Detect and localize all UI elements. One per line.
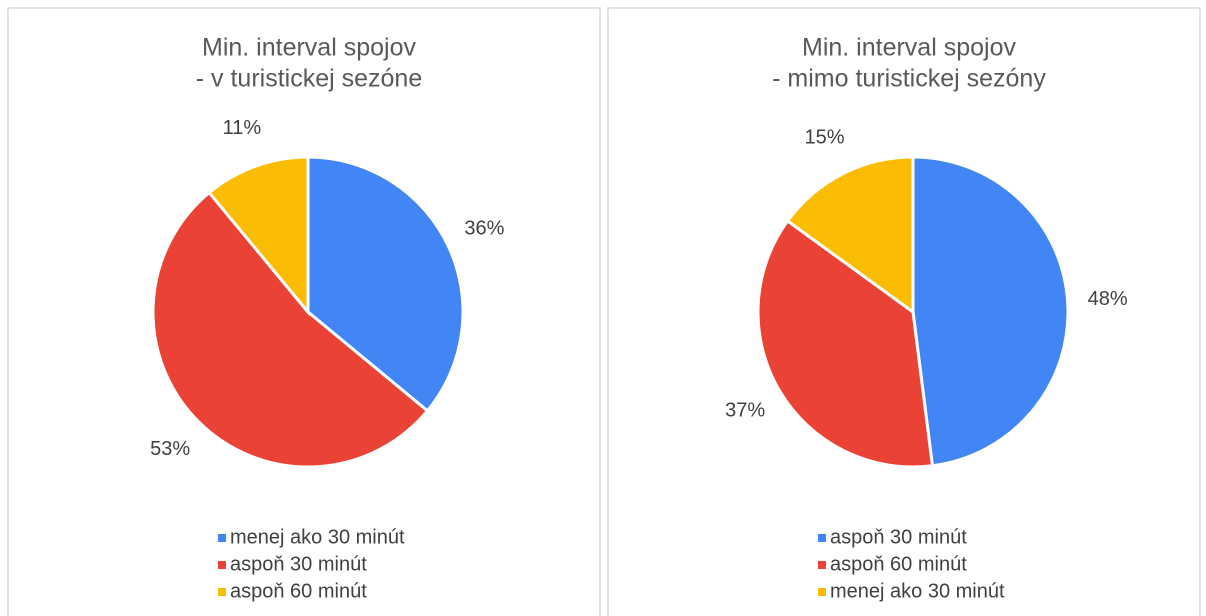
pie-slice (785, 155, 915, 315)
chart-title: Min. interval spojov (802, 34, 1016, 62)
legend-label: aspoň 30 minút (230, 553, 367, 575)
data-label: 36% (464, 217, 504, 239)
data-label: 15% (804, 127, 844, 149)
chart-title: - mimo turistickej sezóny (772, 65, 1046, 93)
legend-swatch (218, 561, 226, 569)
data-label: 11% (223, 117, 262, 139)
pie-slice (207, 155, 310, 317)
legend-swatch (818, 561, 826, 569)
legend-swatch (818, 588, 826, 596)
data-label: 37% (725, 400, 765, 422)
legend-swatch (218, 534, 226, 542)
chart-title: - v turistickej sezóne (196, 65, 422, 93)
pie-slice (756, 218, 935, 469)
legend-swatch (818, 534, 826, 542)
pie-slice (306, 155, 465, 413)
chart-title: Min. interval spojov (202, 34, 416, 62)
legend-label: menej ako 30 minút (830, 580, 1005, 602)
pie-slice (151, 190, 430, 469)
legend-label: menej ako 30 minút (230, 526, 405, 548)
legend-label: aspoň 60 minút (230, 580, 367, 602)
data-label: 48% (1088, 288, 1128, 310)
legend-swatch (218, 588, 226, 596)
legend-label: aspoň 60 minút (830, 553, 967, 575)
data-label: 53% (150, 438, 190, 460)
pie-slice (911, 155, 1070, 468)
legend-label: aspoň 30 minút (830, 526, 967, 548)
